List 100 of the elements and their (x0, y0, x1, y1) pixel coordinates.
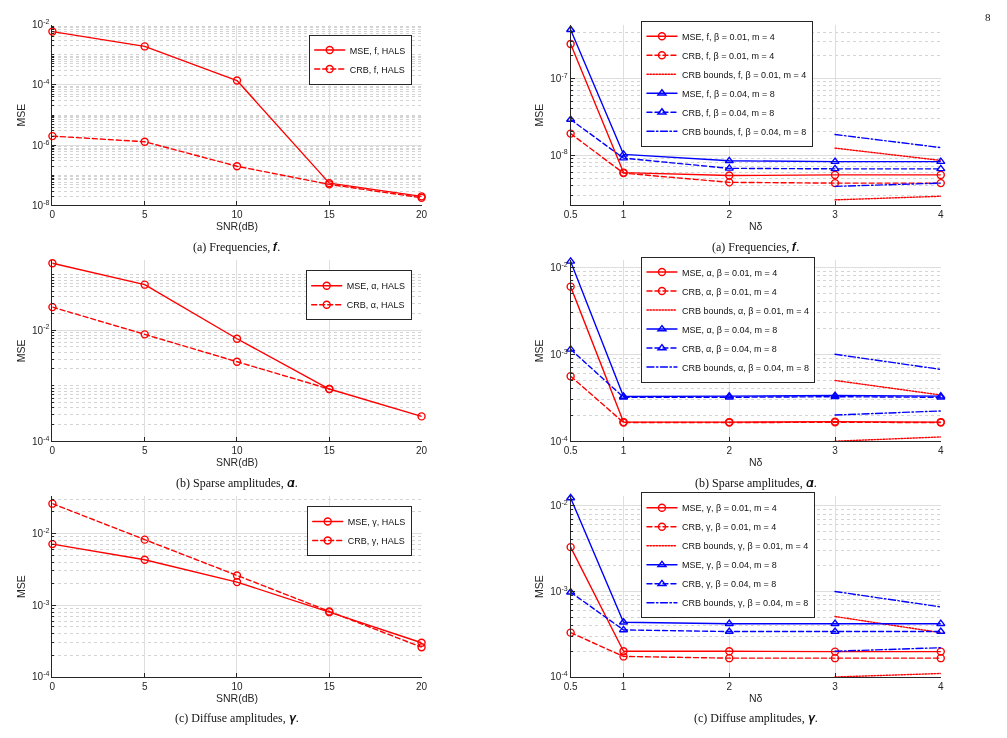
point (48, 499, 57, 508)
point (417, 638, 426, 647)
y-tick-label: 10$^{-4}$ (32, 670, 50, 683)
legend-label: CRB, α, HALS (346, 300, 405, 311)
x-tick-label: 2 (726, 445, 733, 457)
legend-label: CRB bounds, f, β = 0.01, m = 4 (681, 69, 807, 80)
point (232, 571, 242, 580)
x-tick-label: 0 (49, 209, 56, 221)
text: (a) Frequencies, 𝒇. (193, 240, 281, 254)
y-axis-title: MSE (14, 103, 27, 127)
y-axis-title: MSE (533, 103, 546, 127)
point (618, 153, 629, 161)
text: (c) Diffuse amplitudes, 𝜸. (175, 711, 299, 725)
x-tick-label: 4 (938, 680, 945, 692)
x-tick-label: 4 (938, 209, 945, 221)
x-tick-label: 5 (141, 680, 148, 692)
point (566, 282, 575, 291)
point (725, 178, 734, 187)
point (936, 164, 946, 172)
y-tick-label: 10$^{-4}$ (32, 78, 50, 91)
x-tick-label: 3 (832, 209, 839, 221)
y-tick-label: 10$^{-3}$ (32, 598, 50, 611)
x-axis-title: SNR(dB) (215, 220, 258, 233)
y-tick-label: 10$^{-2}$ (550, 499, 568, 512)
y-tick-label: 10$^{-6}$ (32, 138, 50, 151)
x-tick-label: 0.5 (563, 445, 579, 457)
x-axis-title: SNR(dB) (215, 691, 258, 704)
legend-label: MSE, α, HALS (346, 281, 405, 292)
legend-label: MSE, γ, β = 0.01, m = 4 (681, 503, 777, 514)
point (936, 619, 946, 627)
point (48, 302, 57, 312)
text: (c) Diffuse amplitudes, 𝜸. (694, 711, 818, 725)
point (936, 653, 945, 663)
legend-label: CRB bounds, α, β = 0.04, m = 8 (681, 362, 809, 373)
legend-label: CRB, γ, β = 0.04, m = 8 (681, 579, 777, 590)
point (566, 129, 575, 138)
x-tick-label: 15 (323, 209, 336, 221)
x-tick-label: 10 (231, 209, 243, 221)
legend-label: CRB, α, β = 0.04, m = 8 (681, 343, 777, 354)
y-tick-label: 10$^{-2}$ (32, 323, 50, 336)
point (724, 619, 735, 627)
point (936, 157, 946, 165)
y-tick-label: 10$^{-7}$ (550, 71, 568, 84)
x-tick-label: 20 (416, 680, 428, 692)
point (566, 39, 575, 49)
legend-label: MSE, α, β = 0.01, m = 4 (681, 267, 778, 278)
point (618, 625, 629, 633)
y-tick-label: 10$^{-4}$ (32, 434, 50, 447)
x-tick-label: 10 (231, 680, 243, 692)
point (232, 577, 242, 587)
point (140, 330, 149, 339)
legend-label: CRB, α, β = 0.01, m = 4 (681, 286, 777, 297)
legend-label: CRB bounds, f, β = 0.04, m = 8 (681, 126, 807, 137)
text: 8 (985, 11, 991, 23)
x-axis-title: Nδ (748, 220, 763, 233)
legend-label: MSE, α, β = 0.04, m = 8 (681, 324, 778, 335)
text: (a) Frequencies, 𝒇. (712, 240, 800, 254)
point (566, 542, 575, 552)
x-tick-label: 1 (620, 680, 627, 692)
point (936, 178, 945, 188)
point (140, 535, 149, 544)
legend-label: CRB bounds, α, β = 0.01, m = 4 (681, 305, 809, 316)
legend-label: MSE, f, β = 0.04, m = 8 (681, 88, 775, 99)
point (140, 137, 149, 146)
y-tick-label: 10$^{-3}$ (550, 347, 568, 360)
point (725, 647, 734, 656)
point (417, 412, 426, 421)
y-axis-title: MSE (533, 339, 546, 363)
text: (b) Sparse amplitudes, 𝜶. (695, 476, 817, 490)
y-axis-title: MSE (533, 575, 546, 598)
legend-label: CRB bounds, γ, β = 0.04, m = 8 (681, 598, 809, 609)
point (565, 493, 576, 501)
x-tick-label: 5 (141, 209, 148, 221)
point (232, 76, 242, 85)
point (140, 280, 149, 289)
x-tick-label: 20 (416, 445, 428, 457)
x-tick-label: 1 (620, 445, 627, 457)
x-tick-label: 0 (49, 680, 56, 692)
x-axis-title: Nδ (748, 456, 763, 469)
y-tick-label: 10$^{-4}$ (550, 670, 568, 683)
point (830, 164, 840, 172)
point (619, 647, 628, 656)
x-tick-label: 2 (726, 680, 733, 692)
x-tick-label: 20 (416, 209, 428, 221)
point (830, 627, 840, 634)
point (48, 27, 57, 36)
legend-label: MSE, γ, HALS (347, 517, 406, 528)
x-axis-title: Nδ (748, 691, 763, 704)
y-tick-label: 10$^{-2}$ (32, 17, 50, 31)
point (232, 334, 242, 343)
legend-label: CRB, γ, HALS (347, 536, 405, 547)
point (936, 647, 945, 656)
point (566, 371, 575, 381)
point (936, 170, 945, 180)
point (232, 162, 242, 171)
point (830, 619, 840, 627)
point (830, 653, 840, 663)
point (232, 357, 242, 366)
x-tick-label: 2 (726, 209, 733, 221)
y-tick-label: 10$^{-8}$ (550, 148, 568, 161)
